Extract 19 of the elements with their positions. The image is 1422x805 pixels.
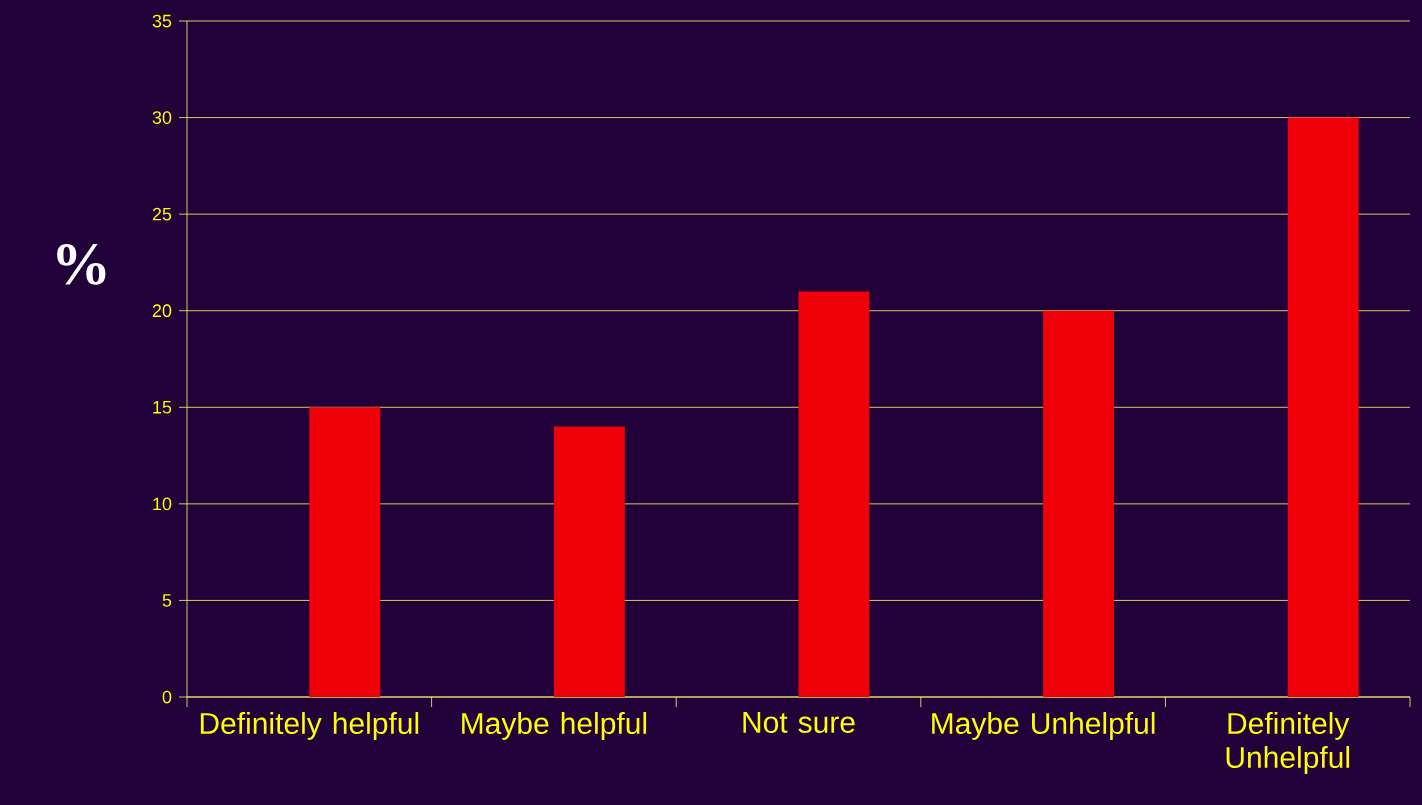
y-tick-label: 0 <box>162 690 172 704</box>
y-tick-label: 15 <box>153 401 172 414</box>
x-tick-label: Definitely helpful <box>200 712 419 740</box>
bar <box>1287 117 1359 697</box>
bar <box>798 291 870 697</box>
y-tick-label: 25 <box>152 207 172 221</box>
bar <box>1043 310 1115 697</box>
bar <box>553 426 625 697</box>
bar <box>309 407 381 697</box>
y-tick-label: 5 <box>162 594 172 607</box>
x-tick-label: Maybe helpful <box>462 712 647 740</box>
x-tick-label: Definitely Unhelpful <box>1226 712 1350 774</box>
y-tick-label: 20 <box>152 304 172 318</box>
x-tick-label: Maybe Unhelpful <box>932 712 1155 740</box>
y-axis-title: % <box>57 244 106 285</box>
y-tick-label: 10 <box>153 497 172 511</box>
x-tick-label: Not sure <box>743 712 855 733</box>
y-tick-label: 30 <box>152 111 172 124</box>
y-tick-label: 35 <box>152 14 172 28</box>
